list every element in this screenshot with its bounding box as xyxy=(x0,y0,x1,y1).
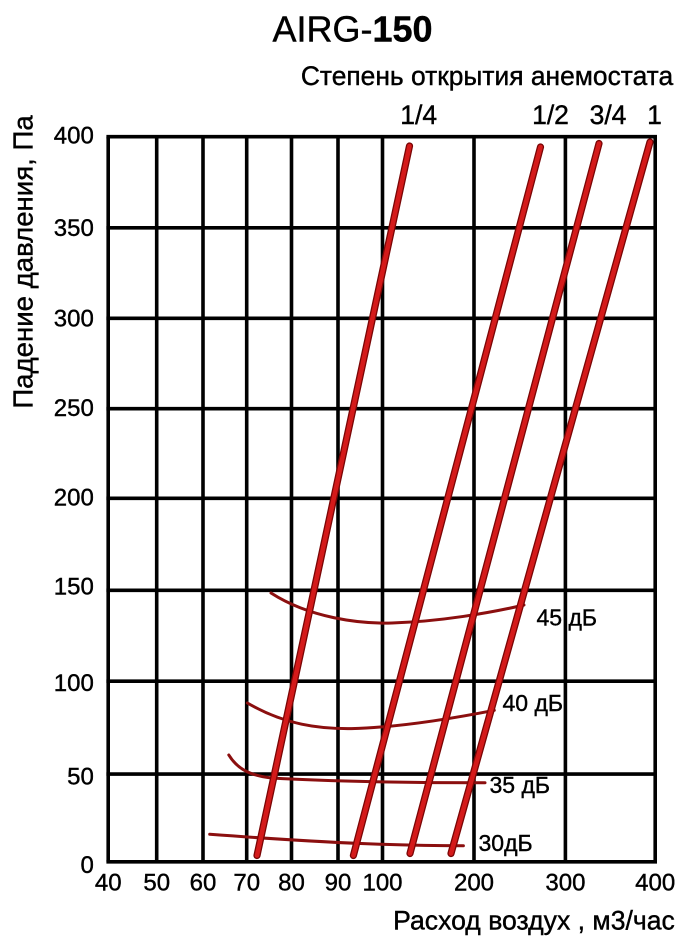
svg-text:Расход воздух , м3/час: Расход воздух , м3/час xyxy=(393,906,675,936)
svg-text:45 дБ: 45 дБ xyxy=(537,605,598,631)
svg-text:Степень открытия анемостата: Степень открытия анемостата xyxy=(301,61,674,91)
svg-text:60: 60 xyxy=(190,870,217,897)
svg-text:50: 50 xyxy=(67,764,94,791)
svg-text:50: 50 xyxy=(143,870,170,897)
svg-text:100: 100 xyxy=(54,670,94,697)
svg-text:100: 100 xyxy=(362,870,402,897)
svg-text:35 дБ: 35 дБ xyxy=(490,772,551,798)
svg-text:Падение давления, Па: Падение давления, Па xyxy=(8,115,39,409)
svg-text:1/4: 1/4 xyxy=(400,100,437,130)
svg-text:30дБ: 30дБ xyxy=(479,830,533,856)
svg-text:350: 350 xyxy=(54,215,94,242)
svg-text:3/4: 3/4 xyxy=(590,100,627,130)
svg-text:40 дБ: 40 дБ xyxy=(503,690,564,716)
svg-text:200: 200 xyxy=(454,870,494,897)
svg-text:300: 300 xyxy=(545,870,585,897)
svg-text:1: 1 xyxy=(647,100,662,130)
svg-text:150: 150 xyxy=(54,573,94,600)
svg-text:AIRG-150: AIRG-150 xyxy=(272,8,432,49)
svg-text:250: 250 xyxy=(54,395,94,422)
svg-text:80: 80 xyxy=(278,870,305,897)
svg-text:70: 70 xyxy=(233,870,260,897)
svg-text:400: 400 xyxy=(54,123,94,150)
svg-text:300: 300 xyxy=(54,306,94,333)
svg-text:200: 200 xyxy=(54,484,94,511)
svg-text:1/2: 1/2 xyxy=(532,100,569,130)
svg-text:90: 90 xyxy=(325,870,352,897)
svg-text:400: 400 xyxy=(635,870,675,897)
svg-text:40: 40 xyxy=(95,870,122,897)
svg-text:0: 0 xyxy=(80,852,93,879)
